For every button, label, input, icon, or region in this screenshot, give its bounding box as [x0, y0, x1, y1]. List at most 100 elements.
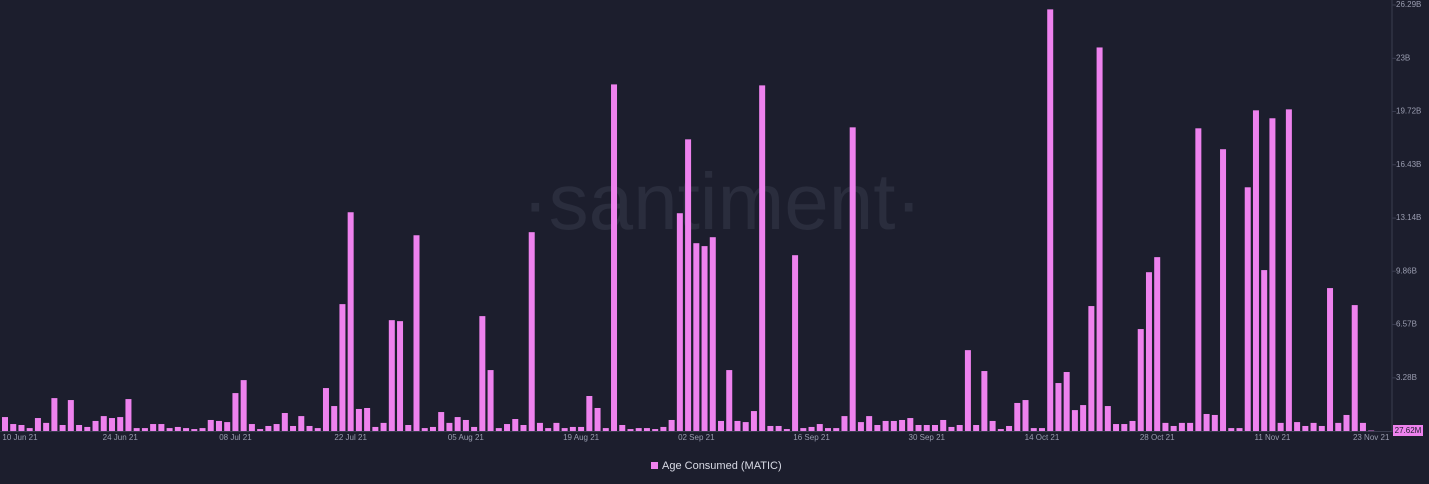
- bar: [380, 422, 387, 431]
- bar: [92, 420, 99, 431]
- bar: [668, 419, 675, 431]
- bar: [347, 212, 354, 431]
- bar: [997, 429, 1004, 431]
- bar: [627, 429, 634, 431]
- legend-label: Age Consumed (MATIC): [662, 460, 782, 472]
- bar: [487, 370, 494, 431]
- bar: [841, 416, 848, 431]
- bar: [191, 429, 198, 431]
- bar: [1203, 413, 1210, 431]
- bar: [709, 237, 716, 431]
- bar: [1327, 288, 1334, 431]
- bar: [767, 425, 774, 431]
- bar: [158, 424, 165, 431]
- bar: [1047, 9, 1054, 431]
- bar: [1080, 405, 1087, 431]
- bar: [734, 420, 741, 431]
- bar: [76, 425, 83, 431]
- bar: [100, 416, 107, 431]
- bar: [1211, 414, 1218, 431]
- bar: [125, 399, 132, 431]
- bar: [545, 428, 552, 431]
- bar: [619, 425, 626, 431]
- bar: [660, 426, 667, 431]
- bar: [141, 428, 148, 431]
- bar: [265, 425, 272, 431]
- bar: [1030, 428, 1037, 431]
- x-tick-label: 22 Jul 21: [334, 433, 367, 442]
- bar: [973, 425, 980, 431]
- bar: [792, 255, 799, 431]
- bar: [133, 428, 140, 431]
- bar: [34, 418, 41, 431]
- bar: [413, 235, 420, 431]
- bar: [1063, 372, 1070, 431]
- y-tick-label: 13.14B: [1396, 213, 1421, 222]
- bar: [1335, 422, 1342, 431]
- bar: [281, 413, 288, 431]
- bar: [1252, 110, 1259, 431]
- value-label-bg: [1393, 425, 1423, 436]
- bar: [701, 246, 708, 431]
- bar: [866, 416, 873, 431]
- bar: [857, 422, 864, 431]
- bar: [1318, 425, 1325, 431]
- bar: [339, 304, 346, 431]
- bar: [676, 213, 683, 431]
- bar: [783, 429, 790, 431]
- bar: [1178, 422, 1185, 431]
- bar: [1129, 420, 1136, 431]
- bar: [429, 426, 436, 431]
- bar: [1104, 406, 1111, 431]
- bar: [1195, 128, 1202, 431]
- bar: [26, 428, 33, 431]
- bar: [183, 428, 190, 431]
- bar: [51, 398, 58, 431]
- bar: [355, 408, 362, 431]
- bar: [1145, 272, 1152, 431]
- bar: [240, 380, 247, 431]
- bar: [248, 424, 255, 431]
- bar: [1187, 422, 1194, 431]
- bar: [224, 422, 231, 431]
- bar: [849, 127, 856, 431]
- bar: [890, 420, 897, 431]
- bar: [643, 428, 650, 431]
- bar: [940, 419, 947, 431]
- bar: [166, 428, 173, 431]
- x-tick-label: 08 Jul 21: [219, 433, 252, 442]
- bar: [1351, 305, 1358, 431]
- bar: [1170, 425, 1177, 431]
- bar: [1302, 425, 1309, 431]
- y-tick-label: 16.43B: [1396, 160, 1421, 169]
- bar: [495, 428, 502, 431]
- bar: [923, 425, 930, 431]
- x-tick-label: 24 Jun 21: [103, 433, 139, 442]
- bar: [397, 321, 404, 431]
- bar: [471, 426, 478, 431]
- bar: [594, 407, 601, 431]
- bar: [512, 419, 519, 431]
- bar: [388, 320, 395, 431]
- legend-swatch: [651, 462, 658, 469]
- bar: [718, 420, 725, 431]
- bar: [462, 419, 469, 431]
- bar: [520, 425, 527, 431]
- bar: [1269, 118, 1276, 431]
- bar: [314, 428, 321, 431]
- bar: [931, 425, 938, 431]
- bar: [2, 417, 8, 431]
- y-tick-label: 23B: [1396, 53, 1410, 62]
- bar: [43, 422, 50, 431]
- bar: [800, 428, 807, 431]
- bar: [322, 388, 329, 431]
- x-tick-label: 10 Jun 21: [2, 433, 38, 442]
- bar: [199, 428, 206, 431]
- bar: [1261, 270, 1268, 431]
- bar: [569, 426, 576, 431]
- bar: [421, 428, 428, 431]
- x-tick-label: 19 Aug 21: [563, 433, 600, 442]
- bar: [1096, 47, 1103, 432]
- bar: [1294, 422, 1301, 431]
